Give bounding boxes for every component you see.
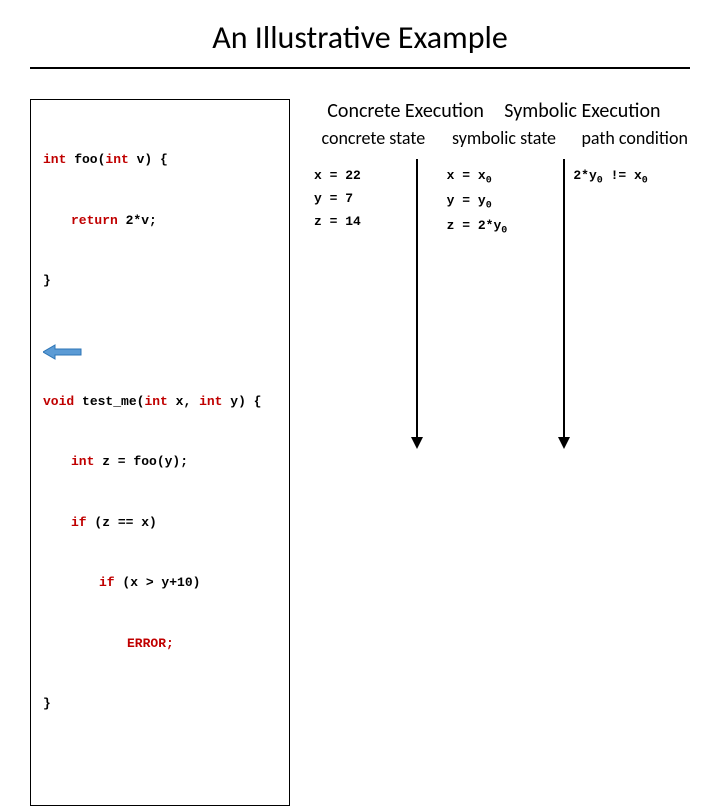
header-symbolic-exec: Symbolic Execution (501, 99, 664, 123)
code-text: y) { (222, 394, 261, 409)
kw-return: return (71, 213, 118, 228)
code-text: 2*v; (118, 213, 157, 228)
code-line-2: return 2*v; (43, 211, 277, 231)
kw-error: ERROR; (127, 636, 174, 651)
header-symbolic-state: symbolic state (439, 127, 570, 149)
code-text: test_me( (74, 394, 144, 409)
code-line-3: } (43, 271, 277, 291)
top-headers: Concrete Execution Symbolic Execution (308, 99, 700, 123)
arrowhead-down-icon (411, 437, 423, 449)
kw-void: void (43, 394, 74, 409)
kw-int: int (105, 152, 128, 167)
state-row: x = 22 (314, 165, 441, 188)
code-line-7: if (x > y+10) (43, 573, 277, 593)
code-text: foo( (66, 152, 105, 167)
code-line-5: int z = foo(y); (43, 452, 277, 472)
kw-int: int (199, 394, 222, 409)
column-divider-2 (563, 159, 565, 439)
concrete-state-col: x = 22 y = 7 z = 14 (308, 165, 441, 240)
code-text: (x > y+10) (115, 575, 201, 590)
code-text: v) { (129, 152, 168, 167)
state-row: z = 14 (314, 211, 441, 234)
code-line-9: } (43, 694, 277, 714)
column-divider-1 (416, 159, 418, 439)
code-text: (z == x) (87, 515, 157, 530)
kw-int: int (144, 394, 167, 409)
code-text: x, (168, 394, 199, 409)
state-row: x = x0 (447, 165, 574, 190)
kw-int: int (43, 152, 66, 167)
header-concrete-exec: Concrete Execution (324, 99, 487, 123)
state-row: y = y0 (447, 190, 574, 215)
code-line-1: int foo(int v) { (43, 150, 277, 170)
kw-if: if (71, 515, 87, 530)
sub-headers: concrete state symbolic state path condi… (308, 127, 700, 149)
path-row: 2*y0 != x0 (573, 165, 700, 190)
code-text: z = foo(y); (94, 454, 188, 469)
header-concrete-state: concrete state (308, 127, 439, 149)
data-columns: x = 22 y = 7 z = 14 x = x0 y = y0 z = 2*… (308, 165, 700, 240)
header-path-condition: path condition (569, 127, 700, 149)
symbolic-state-col: x = x0 y = y0 z = 2*y0 (441, 165, 574, 240)
state-row: z = 2*y0 (447, 215, 574, 240)
code-line-8: ERROR; (43, 634, 277, 654)
code-line-4: void test_me(int x, int y) { (43, 392, 277, 412)
code-line-6: if (z == x) (43, 513, 277, 533)
arrowhead-down-icon (558, 437, 570, 449)
kw-int: int (71, 454, 94, 469)
path-condition-col: 2*y0 != x0 (573, 165, 700, 240)
execution-panel: Concrete Execution Symbolic Execution co… (308, 99, 700, 806)
kw-if: if (99, 575, 115, 590)
code-box: int foo(int v) { return 2*v; } void test… (30, 99, 290, 806)
pointer-arrow-icon (43, 344, 83, 360)
slide-title: An Illustrative Example (0, 0, 720, 57)
content-area: int foo(int v) { return 2*v; } void test… (0, 69, 720, 806)
state-row: y = 7 (314, 188, 441, 211)
